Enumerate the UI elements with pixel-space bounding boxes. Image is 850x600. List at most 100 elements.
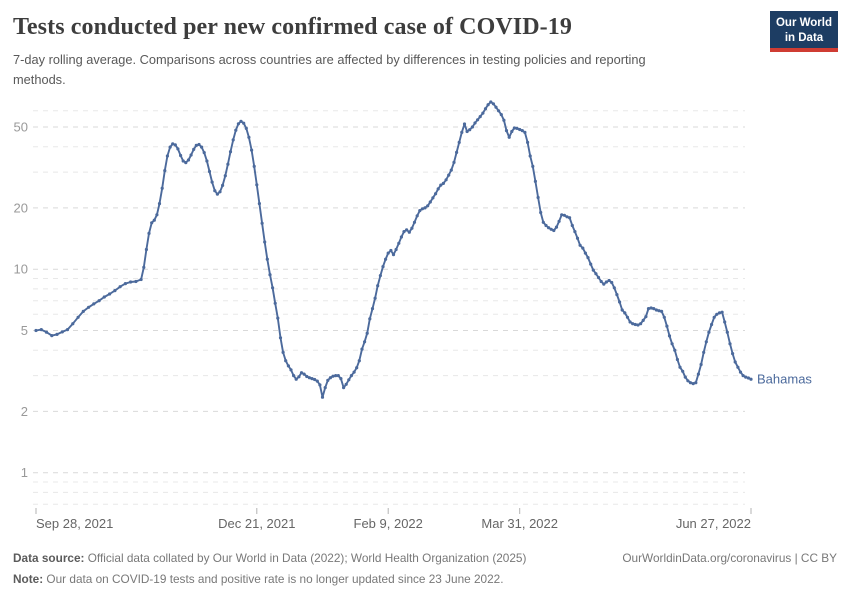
data-point-marker: [602, 282, 606, 286]
data-point-marker: [389, 248, 393, 253]
data-point-marker: [407, 230, 411, 234]
data-point-marker: [699, 362, 703, 367]
data-point-marker: [284, 359, 288, 363]
data-point-marker: [539, 210, 543, 215]
data-point-marker: [352, 370, 356, 374]
data-point-marker: [278, 336, 283, 340]
data-point-marker: [481, 111, 485, 115]
data-point-marker: [221, 183, 225, 187]
data-point-marker: [252, 164, 256, 168]
data-point-marker: [544, 223, 548, 228]
data-point-marker: [486, 103, 490, 107]
data-point-marker: [510, 129, 514, 134]
data-point-marker: [228, 150, 233, 154]
data-point-marker: [649, 306, 653, 310]
data-point-marker: [360, 347, 364, 351]
data-point-marker: [242, 121, 246, 125]
y-tick-label: 5: [21, 323, 28, 338]
data-point-marker: [678, 365, 682, 369]
data-point-marker: [415, 214, 419, 218]
data-point-marker: [452, 160, 456, 164]
data-point-marker: [265, 257, 269, 261]
data-point-marker: [499, 113, 503, 117]
data-point-marker: [439, 183, 443, 187]
data-point-marker: [523, 130, 527, 134]
data-point-marker: [357, 359, 361, 363]
data-point-marker: [257, 202, 261, 206]
data-point-marker: [560, 213, 564, 217]
data-point-marker: [186, 158, 191, 162]
owid-logo[interactable]: Our World in Data: [770, 11, 838, 52]
data-point-marker: [189, 153, 193, 157]
data-point-marker: [562, 213, 567, 217]
data-point-marker: [123, 282, 127, 286]
data-point-marker: [92, 302, 96, 306]
data-point-marker: [108, 292, 112, 296]
data-point-marker: [736, 365, 740, 369]
data-point-marker: [315, 379, 319, 383]
data-point-marker: [391, 253, 396, 257]
data-point-marker: [660, 309, 664, 313]
data-point-marker: [665, 324, 669, 328]
data-point-marker: [97, 299, 101, 303]
data-point-marker: [397, 241, 401, 245]
data-point-marker: [552, 228, 556, 233]
data-point-marker: [483, 107, 488, 111]
data-point-marker: [557, 219, 561, 223]
data-point-marker: [334, 374, 338, 378]
data-point-marker: [541, 220, 545, 224]
data-point-marker: [528, 154, 532, 158]
data-point-marker: [728, 342, 732, 346]
data-point-marker: [87, 305, 91, 309]
data-point-marker: [244, 126, 248, 130]
data-point-marker: [292, 374, 296, 378]
data-point-marker: [192, 147, 196, 151]
data-point-marker: [268, 273, 272, 277]
data-point-marker: [631, 322, 635, 326]
data-point-marker: [570, 223, 574, 228]
data-point-marker: [578, 243, 582, 247]
data-point-marker: [286, 364, 290, 368]
data-point-marker: [313, 377, 317, 382]
data-source-text: Official data collated by Our World in D…: [84, 551, 527, 565]
data-point-marker: [607, 278, 611, 283]
data-point-marker: [675, 357, 680, 362]
data-point-marker: [568, 216, 572, 220]
data-point-marker: [239, 119, 243, 123]
data-point-marker: [255, 183, 259, 187]
data-point-marker: [470, 125, 474, 129]
data-point-marker: [294, 377, 298, 381]
data-point-marker: [81, 309, 85, 313]
x-tick-label: Jun 27, 2022: [676, 516, 751, 531]
data-point-marker: [402, 230, 406, 234]
data-point-marker: [589, 262, 593, 266]
data-point-marker: [547, 226, 551, 230]
data-point-marker: [673, 348, 677, 352]
data-point-marker: [323, 386, 327, 390]
data-point-marker: [50, 334, 54, 338]
data-point-marker: [176, 147, 180, 151]
data-point-marker: [586, 256, 590, 260]
data-point-marker: [733, 360, 737, 364]
data-point-marker: [491, 102, 495, 106]
data-point-marker: [376, 284, 380, 288]
data-point-marker: [575, 236, 580, 240]
data-point-marker: [420, 207, 424, 211]
chart-footer: Data source: Official data collated by O…: [13, 548, 837, 589]
data-point-marker: [370, 307, 375, 311]
data-point-marker: [310, 377, 314, 381]
data-point-marker: [336, 374, 340, 378]
data-point-marker: [583, 251, 588, 255]
data-point-marker: [476, 118, 480, 122]
data-point-marker: [641, 318, 645, 322]
x-tick-label: Feb 9, 2022: [354, 516, 423, 531]
series-end-label-bahamas: Bahamas: [757, 372, 812, 387]
data-point-marker: [615, 293, 619, 297]
data-point-marker: [707, 330, 711, 334]
data-point-marker: [436, 187, 440, 191]
owid-credit-link[interactable]: OurWorldinData.org/coronavirus | CC BY: [622, 551, 837, 565]
data-point-marker: [426, 204, 430, 208]
data-point-marker: [502, 118, 506, 122]
data-point-marker: [489, 100, 493, 104]
